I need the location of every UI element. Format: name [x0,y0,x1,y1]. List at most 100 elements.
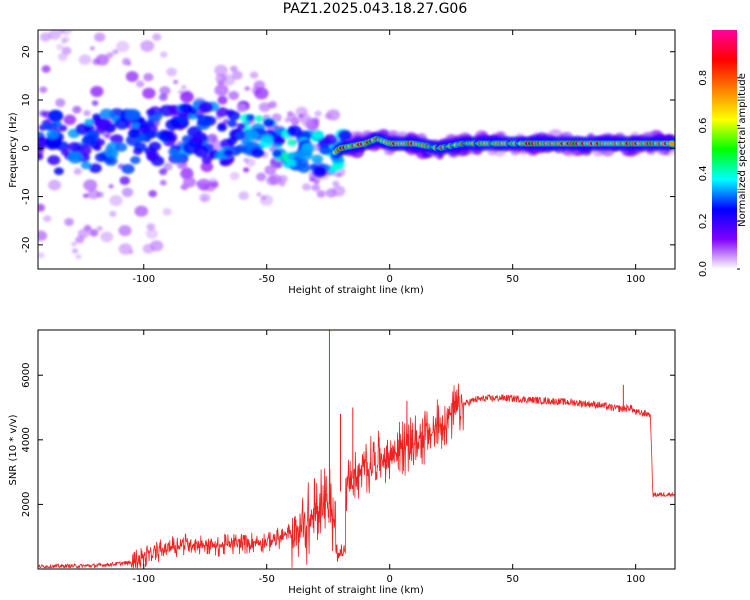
heatmap-blob [238,191,249,201]
heatmap-blob [41,65,51,73]
heatmap-blob [75,123,91,135]
heatmap-blob [58,30,66,33]
y-tick-label: 2000 [21,492,32,517]
heatmap-blob [254,115,264,123]
heatmap-blob [134,205,149,217]
heatmap-blob [256,192,262,197]
heatmap-blob [158,93,168,101]
heatmap-blob [130,156,141,165]
heatmap-blob [96,226,103,231]
colorbar: 0.0 0.2 0.4 0.6 0.8 Normalized spectral ampl… [698,30,748,277]
heatmap-blob [194,145,210,158]
heatmap-blob [146,153,157,162]
x-tick-label: 0 [387,574,393,585]
heatmap-blob [108,184,114,189]
heatmap-blob [253,80,266,90]
heatmap-blob [38,203,45,212]
heatmap-blob [56,43,64,51]
heatmap-blob [124,108,141,121]
heatmap-blob [162,208,172,216]
heatmap-blob [105,157,114,164]
heatmap-blob [263,118,275,128]
colorbar-tick-label: 0.6 [698,118,709,134]
heatmap-blob [244,130,259,141]
heatmap-blob [116,41,130,53]
x-tick-label: 100 [626,574,645,585]
heatmap-blob [80,161,92,170]
heatmap-blob [127,128,140,138]
heatmap-blob [39,86,48,93]
heatmap-blob [225,109,235,116]
heatmap-blob [152,33,162,41]
spectrogram-x-ticks: -100 -50 0 50 100 [132,30,645,285]
heatmap-blob [179,103,193,113]
heatmap-blob [295,106,308,117]
heatmap-blob [200,161,214,173]
heatmap-blob [95,118,111,130]
heatmap-blob [47,155,61,166]
heatmap-blob [119,176,130,185]
heatmap-blob [230,65,238,73]
snr-frame [37,329,676,570]
heatmap-blob [299,130,311,140]
snr-y-label: SNR (10 * v/v) [8,414,19,485]
heatmap-blob [67,152,83,164]
heatmap-blob [227,119,238,128]
heatmap-blob [93,144,102,151]
x-tick-label: 50 [506,274,519,285]
heatmap-blob [165,119,180,131]
heatmap-blob [260,134,273,144]
heatmap-blob [197,114,212,127]
heatmap-blob [227,137,238,145]
heatmap-blob [118,243,133,255]
heatmap-blob [219,159,229,166]
snr-y-ticks: 2000 4000 6000 [21,362,675,517]
heatmap-blob [249,71,259,79]
heatmap-blob [159,179,167,186]
heatmap-blob [95,54,110,66]
y-tick-label: 6000 [21,362,32,387]
heatmap-blob [287,125,302,137]
heatmap-blob [81,135,97,147]
heatmap-blob [258,102,271,112]
spectrogram-heatmap [38,30,675,260]
heatmap-blob [143,73,154,82]
heatmap-blob [67,142,82,153]
heatmap-blob [337,129,352,141]
heatmap-blob [259,194,274,206]
heatmap-blob [215,107,229,117]
heatmap-blob [94,32,106,42]
heatmap-blob [55,98,66,107]
heatmap-blob [217,95,228,104]
heatmap-blob [84,118,94,126]
snr-series [38,330,675,569]
heatmap-blob [244,86,250,91]
heatmap-blob [83,179,98,191]
heatmap-blob [311,184,321,192]
snr-plot-area [38,330,675,569]
heatmap-blob [99,108,114,120]
y-tick-label: -20 [21,237,32,253]
y-tick-label: 0 [21,145,32,151]
heatmap-blob [181,167,193,177]
heatmap-blob [90,86,104,97]
x-tick-label: 0 [387,274,393,285]
x-tick-label: -50 [259,274,275,285]
heatmap-blob [125,71,139,82]
heatmap-blob [236,104,247,113]
heatmap-blob [312,166,327,178]
spectrogram-y-ticks: -20 -10 0 10 20 [21,45,675,253]
heatmap-ridge [330,131,675,160]
colorbar-ticks: 0.0 0.2 0.4 0.6 0.8 [698,70,740,277]
heatmap-blob [268,174,282,185]
heatmap-blob [48,30,61,40]
heatmap-blob [137,134,148,142]
heatmap-blob [46,129,59,140]
heatmap-blob [235,144,247,153]
heatmap-blob [73,167,82,175]
heatmap-blob [87,189,100,200]
heatmap-blob [199,193,211,203]
heatmap-blob [95,152,107,162]
heatmap-blob [163,162,173,171]
